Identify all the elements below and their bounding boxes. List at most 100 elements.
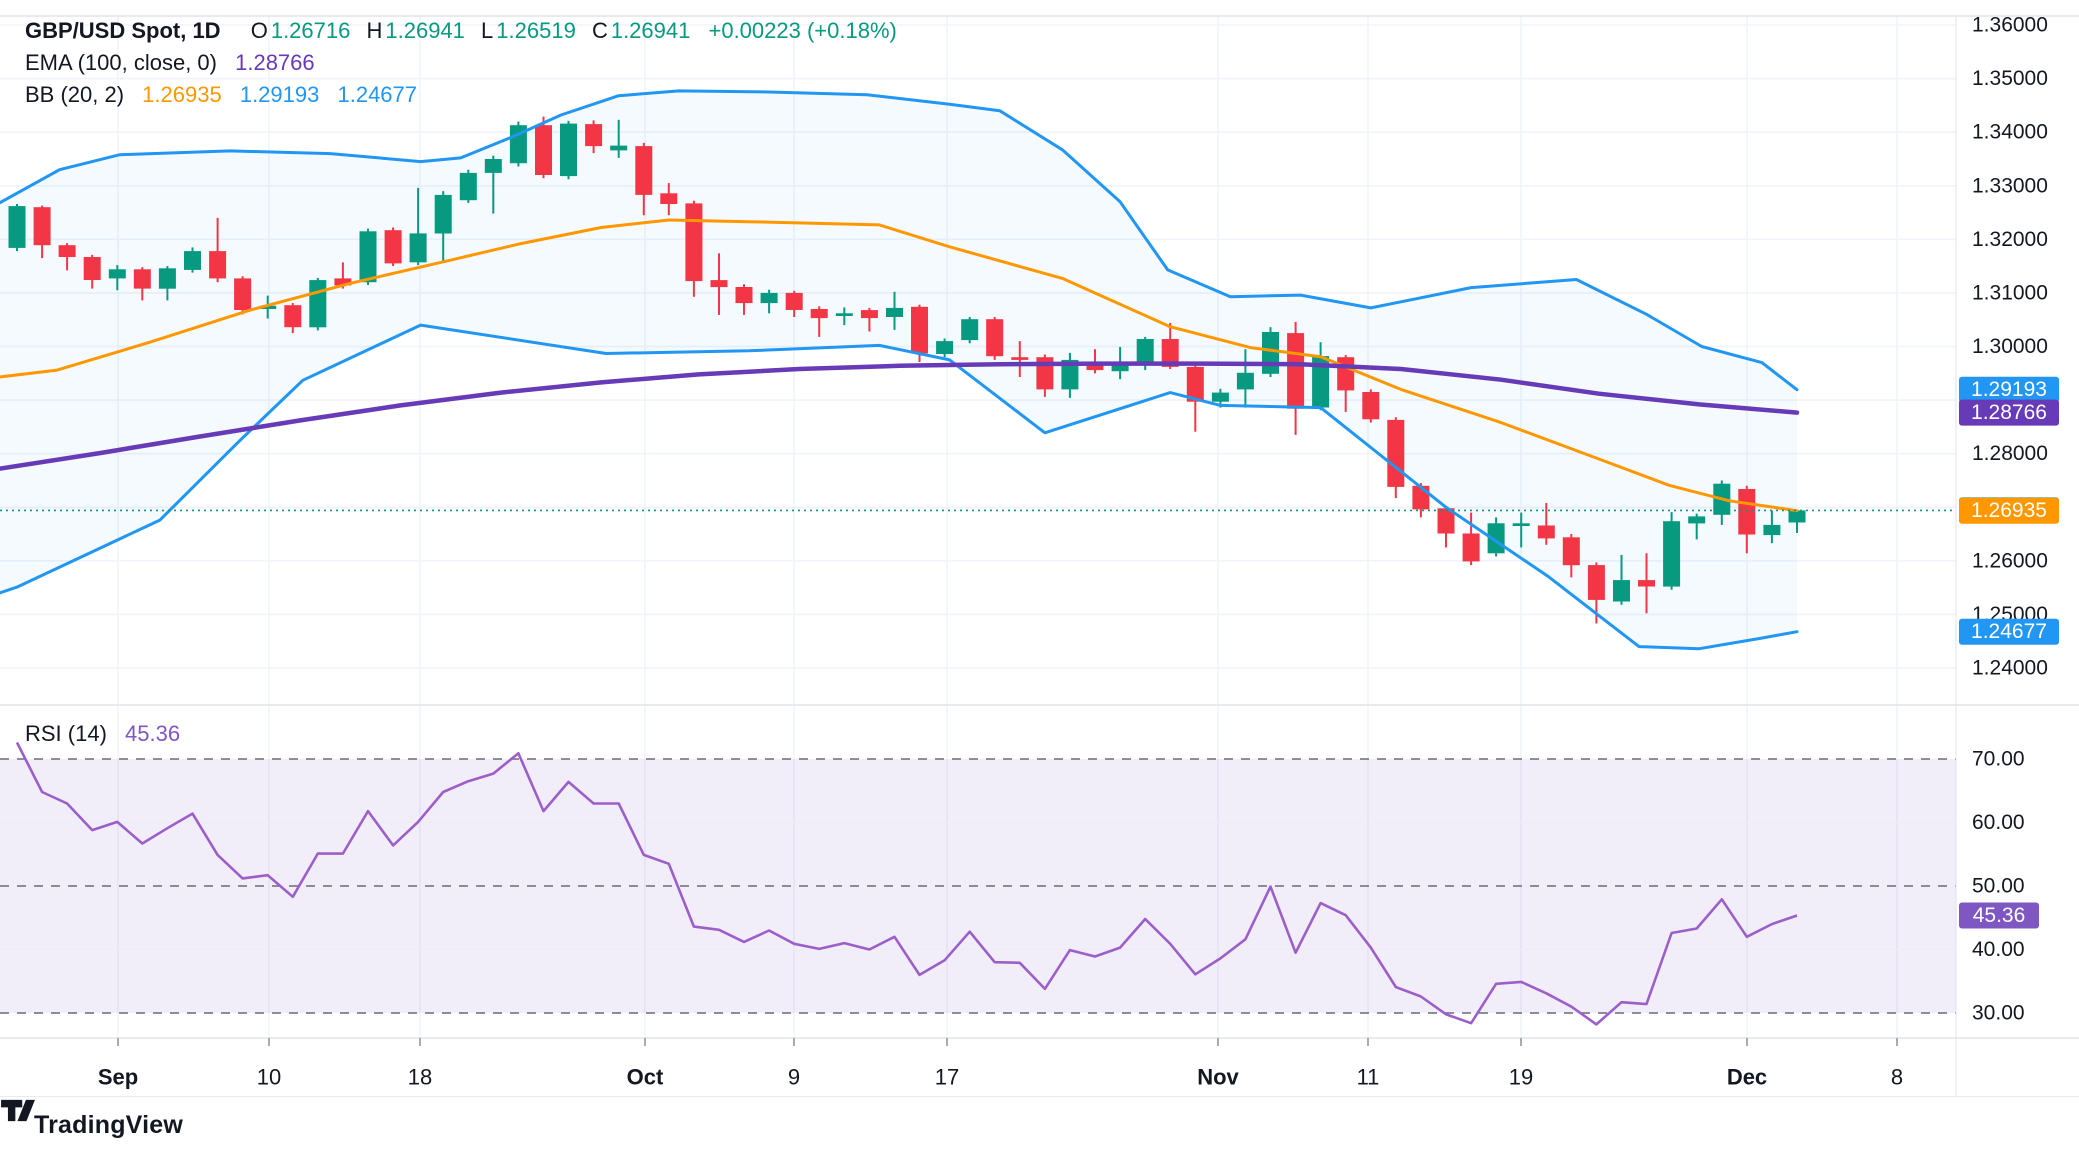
change-value: +0.00223 (+0.18%) [708, 18, 897, 43]
candle-body[interactable] [1462, 533, 1480, 562]
candle-body[interactable] [1738, 489, 1756, 535]
candle-body[interactable] [835, 313, 853, 316]
time-axis-label[interactable]: Dec [1727, 1065, 1767, 1090]
candle-body[interactable] [1437, 508, 1455, 534]
rsi-axis-label: 50.00 [1972, 875, 2025, 898]
bb-upper-value: 1.29193 [239, 82, 320, 107]
time-axis-label[interactable]: Nov [1197, 1065, 1239, 1090]
tradingview-wordmark[interactable]: TradingView [34, 1111, 184, 1139]
legend-symbol-row[interactable]: GBP/USD Spot, 1D O 1.26716 H 1.26941 L 1.26… [25, 15, 897, 47]
candle-body[interactable] [735, 287, 753, 304]
candle-body[interactable] [1362, 392, 1380, 420]
tradingview-logo-icon[interactable] [0, 1097, 36, 1124]
candle-body[interactable] [434, 194, 452, 234]
candle-body[interactable] [961, 319, 979, 341]
candle-body[interactable] [1211, 392, 1229, 402]
candle-body[interactable] [33, 207, 51, 246]
candle-body[interactable] [1236, 372, 1254, 390]
candle-body[interactable] [8, 206, 26, 248]
candle-body[interactable] [986, 319, 1004, 357]
rsi-axis-label: 70.00 [1972, 748, 2025, 771]
candle-body[interactable] [1337, 357, 1355, 391]
candle-body[interactable] [1412, 485, 1430, 510]
axis-badge [1959, 376, 2059, 403]
candle-body[interactable] [886, 307, 903, 317]
price-axis-label: 1.33000 [1972, 174, 2048, 197]
candle-body[interactable] [1587, 565, 1605, 600]
candle-body[interactable] [1262, 332, 1279, 374]
candle-body[interactable] [1287, 333, 1305, 409]
time-axis-label[interactable]: 8 [1891, 1065, 1903, 1090]
candle-body[interactable] [1312, 356, 1330, 408]
candle-body[interactable] [1086, 364, 1104, 371]
candle-body[interactable] [585, 124, 603, 147]
time-axis-label[interactable]: 17 [935, 1065, 959, 1090]
rsi-label: RSI (14) [25, 721, 107, 746]
rsi-legend[interactable]: RSI (14) 45.36 [25, 718, 180, 750]
candle-body[interactable] [1788, 510, 1806, 523]
candle-body[interactable] [660, 193, 678, 204]
candle-body[interactable] [1387, 419, 1405, 487]
candle-body[interactable] [1537, 525, 1555, 539]
candle-body[interactable] [1136, 339, 1154, 362]
candle-body[interactable] [685, 203, 703, 282]
candle-body[interactable] [1186, 366, 1204, 402]
candle-body[interactable] [334, 278, 352, 286]
candle-body[interactable] [635, 146, 653, 195]
candle-body[interactable] [259, 305, 277, 309]
candle-body[interactable] [911, 306, 928, 354]
candle-body[interactable] [1111, 365, 1129, 372]
candle-body[interactable] [1562, 537, 1580, 566]
candle-body[interactable] [810, 309, 828, 319]
time-axis-label[interactable]: Oct [627, 1065, 664, 1090]
candle-body[interactable] [860, 310, 878, 319]
candle-body[interactable] [1161, 339, 1179, 367]
candle-body[interactable] [309, 280, 327, 328]
candle-body[interactable] [560, 123, 577, 177]
candle-body[interactable] [409, 233, 427, 263]
candle-body[interactable] [209, 251, 227, 279]
bb-upper-line [0, 89, 1799, 392]
candle-body[interactable] [535, 125, 552, 175]
candle-body[interactable] [610, 145, 628, 151]
time-axis-label[interactable]: Sep [98, 1065, 138, 1090]
candle-body[interactable] [1763, 524, 1781, 536]
candle-body[interactable] [1512, 523, 1530, 526]
time-axis-label[interactable]: 18 [408, 1065, 432, 1090]
chart-canvas[interactable]: 1.36000 1.35000 1.34000 1.33000 1.32000 1.310… [0, 0, 2079, 1097]
candle-body[interactable] [284, 305, 302, 328]
candle-body[interactable] [158, 268, 176, 289]
candle-body[interactable] [1011, 357, 1029, 360]
candle-body[interactable] [1688, 516, 1706, 524]
candle-body[interactable] [484, 159, 502, 173]
legend-bb-row[interactable]: BB (20, 2) 1.26935 1.29193 1.24677 [25, 79, 897, 111]
candle-body[interactable] [108, 269, 126, 279]
candle-body[interactable] [785, 292, 803, 310]
rsi-axis-label: 30.00 [1972, 1002, 2025, 1025]
candle-body[interactable] [459, 172, 477, 201]
candle-body[interactable] [936, 341, 954, 354]
candle-body[interactable] [133, 269, 151, 289]
time-axis-label[interactable]: 10 [257, 1065, 281, 1090]
candle-body[interactable] [1613, 580, 1630, 602]
candle-body[interactable] [384, 230, 402, 264]
candle-body[interactable] [184, 251, 201, 270]
time-axis-label[interactable]: 19 [1509, 1065, 1533, 1090]
legend-ema-row[interactable]: EMA (100, close, 0) 1.28766 [25, 47, 897, 79]
price-axis-label: 1.24000 [1972, 657, 2048, 680]
time-axis-label[interactable]: 9 [788, 1065, 800, 1090]
candle-body[interactable] [710, 280, 728, 288]
candle-body[interactable] [760, 292, 778, 304]
bb-basis-value: 1.26935 [142, 82, 222, 107]
time-axis-label[interactable]: 11 [1357, 1065, 1380, 1090]
candle-body[interactable] [83, 257, 101, 280]
price-axis-label: 1.36000 [1972, 14, 2048, 37]
candle-body[interactable] [1663, 521, 1681, 587]
candle-body[interactable] [58, 245, 76, 257]
candle-body[interactable] [359, 231, 377, 283]
price-axis-label: 1.35000 [1972, 67, 2048, 90]
candle-body[interactable] [1638, 580, 1655, 587]
candle-body[interactable] [1061, 359, 1079, 390]
candle-body[interactable] [234, 278, 252, 310]
